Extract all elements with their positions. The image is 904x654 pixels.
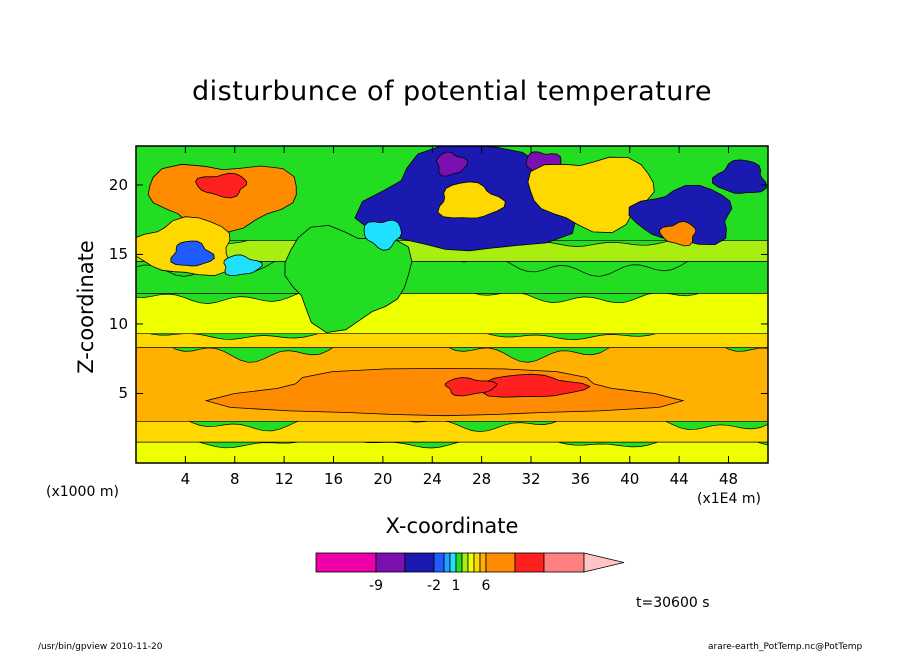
y-tick-label: 5: [118, 384, 128, 403]
colorbar-tick-label: 1: [451, 578, 461, 594]
x-tick-label: 20: [373, 470, 393, 488]
contour-feature: [147, 163, 297, 234]
colorbar-swatch: [461, 552, 469, 573]
x-tick-label: 8: [229, 470, 240, 488]
contour-feature: [437, 181, 506, 219]
plot-frame: [135, 145, 769, 464]
x-tick-label: 48: [718, 470, 739, 488]
x-tick-label: 32: [521, 470, 541, 488]
x-axis-label: X-coordinate: [385, 514, 519, 538]
x-tick-label: 28: [472, 470, 492, 488]
x-tick-label: 4: [180, 470, 191, 488]
y-tick-label: 15: [108, 245, 128, 264]
contour-feature: [712, 159, 767, 194]
heatmap-field: [136, 146, 768, 463]
y-tick-label: 10: [108, 314, 128, 333]
colorbar-swatch: [449, 552, 457, 573]
colorbar-tick-label: 6: [481, 578, 491, 594]
contour-feature: [444, 377, 498, 397]
footer-program-date: /usr/bin/gpview 2010-11-20: [38, 642, 163, 652]
contour-feature: [363, 219, 402, 251]
colorbar-swatch: [543, 552, 585, 573]
colorbar-tick-label: -9: [369, 578, 383, 594]
time-label: t=30600 s: [636, 595, 710, 611]
colorbar-swatch: [467, 552, 475, 573]
colorbar-swatch: [375, 552, 406, 573]
colorbar-swatch: [485, 552, 516, 573]
contour-feature: [195, 172, 248, 199]
axis-ticks: [136, 146, 768, 463]
y-tick-label: 20: [108, 175, 128, 194]
chart-title: disturbunce of potential temperature: [192, 76, 712, 107]
colorbar-tick-label: -2: [427, 578, 441, 594]
y-axis-unit: (x1000 m): [46, 484, 119, 500]
x-tick-label: 12: [274, 470, 294, 488]
x-tick-label: 36: [570, 470, 590, 488]
contour-feature: [659, 221, 697, 247]
colorbar-swatch: [479, 552, 487, 573]
y-axis-label: Z-coordinate: [74, 240, 98, 374]
x-tick-label: 16: [323, 470, 344, 488]
x-tick-label: 40: [620, 470, 640, 488]
contour-feature: [527, 156, 655, 234]
colorbar-swatch: [514, 552, 545, 573]
colorbar-extend-arrow: [583, 552, 625, 573]
x-axis-unit: (x1E4 m): [697, 491, 761, 507]
contour-feature: [204, 367, 685, 417]
colorbar-swatch: [473, 552, 481, 573]
contour-feature: [170, 240, 215, 267]
colorbar-swatch: [404, 552, 435, 573]
colorbar-swatch: [433, 552, 445, 573]
contour-feature: [223, 254, 263, 277]
footer-data-source: arare-earth_PotTemp.nc@PotTemp: [708, 642, 863, 652]
contour-feature: [628, 184, 733, 246]
colorbar-swatch: [455, 552, 463, 573]
x-tick-label: 44: [669, 470, 689, 488]
colorbar-swatch: [443, 552, 451, 573]
colorbar-swatch: [315, 552, 377, 573]
x-tick-label: 24: [422, 470, 442, 488]
contour-feature: [436, 151, 469, 177]
colorbar: [315, 552, 625, 573]
